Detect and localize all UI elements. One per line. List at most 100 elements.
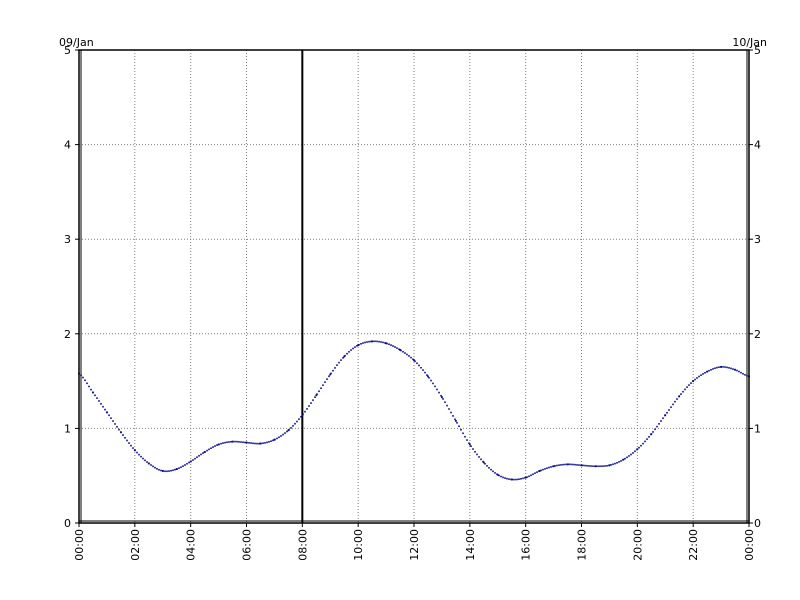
series-point <box>186 462 188 465</box>
series-point <box>234 440 236 443</box>
series-point <box>292 425 294 427</box>
series-point <box>318 390 320 393</box>
series-point <box>364 341 366 344</box>
series-point <box>304 410 306 413</box>
series-point <box>286 430 288 433</box>
series-point <box>598 465 600 468</box>
series-point <box>642 442 644 445</box>
series-point <box>722 366 724 368</box>
series-point <box>182 465 184 467</box>
series-point <box>520 478 522 480</box>
series-point <box>472 448 474 450</box>
series-point <box>542 468 544 471</box>
series-point <box>388 343 390 346</box>
series-point <box>152 465 154 468</box>
series-point <box>180 466 182 469</box>
series-point <box>498 474 500 477</box>
series-point <box>732 368 734 370</box>
series-point <box>742 372 744 375</box>
series-point <box>450 411 452 414</box>
x-tick-label: 18:00 <box>576 529 589 561</box>
series-point <box>506 477 508 480</box>
series-point <box>396 347 398 349</box>
series-point <box>202 452 204 454</box>
series-point <box>290 427 292 429</box>
x-tick-label: 22:00 <box>687 529 700 561</box>
data-point <box>468 443 471 446</box>
series-point <box>398 348 400 351</box>
series-point <box>630 453 632 456</box>
series-point <box>470 445 472 448</box>
series-point <box>658 423 660 425</box>
y-tick-label-right: 2 <box>754 328 761 341</box>
series-point <box>262 442 264 445</box>
series-point <box>644 440 646 443</box>
series-point <box>158 468 160 471</box>
series-point <box>570 463 572 466</box>
series-point <box>194 457 196 460</box>
series-point <box>222 442 224 444</box>
series-point <box>638 446 640 449</box>
series-point <box>478 456 480 458</box>
x-tick-label: 00:00 <box>743 529 756 561</box>
series-point <box>252 442 254 445</box>
series-point <box>168 470 170 472</box>
series-point <box>126 439 128 442</box>
y-axis-left-ticks: 0 1 2 3 4 5 <box>64 44 79 530</box>
series-point <box>486 465 488 467</box>
series-point <box>516 478 518 481</box>
series-point <box>122 434 124 436</box>
series-point <box>588 465 590 467</box>
y-tick-label-left: 2 <box>64 328 71 341</box>
data-point <box>538 470 541 472</box>
series-point <box>736 369 738 372</box>
series-point <box>702 373 704 375</box>
series-point <box>128 442 130 444</box>
series-point <box>574 463 576 466</box>
series-point <box>374 340 376 343</box>
series-point <box>216 444 218 446</box>
series-point <box>352 347 354 350</box>
series-point <box>308 405 310 407</box>
series-point <box>452 415 454 417</box>
series-point <box>132 447 134 449</box>
series-point <box>300 416 302 418</box>
data-point <box>454 419 457 422</box>
data-point <box>706 370 709 373</box>
series-point <box>514 478 516 481</box>
data-point <box>552 465 555 468</box>
y-tick-label-right: 0 <box>754 517 761 530</box>
series-point <box>156 468 158 470</box>
series-point <box>340 359 342 361</box>
series-point <box>528 475 530 478</box>
data-point <box>259 442 262 445</box>
series-point <box>462 432 464 435</box>
series-point <box>414 360 416 363</box>
series-point <box>576 464 578 466</box>
data-point <box>622 458 625 461</box>
series-point <box>336 364 338 367</box>
series-point <box>676 398 678 400</box>
series-point <box>402 350 404 353</box>
y-tick-label-left: 0 <box>64 517 71 530</box>
y-tick-label-left: 3 <box>64 233 71 246</box>
series-point <box>454 418 456 421</box>
series-point <box>680 393 682 395</box>
series-point <box>434 385 436 388</box>
series-point <box>468 442 470 445</box>
series-point <box>536 471 538 473</box>
series-point <box>522 477 524 480</box>
series-point <box>568 463 570 466</box>
series-point <box>378 340 380 343</box>
series-point <box>502 476 504 479</box>
data-point <box>161 470 164 472</box>
data-point <box>580 464 583 467</box>
y-tick-label-left: 4 <box>64 139 71 152</box>
series-point <box>196 456 198 459</box>
data-point <box>636 448 639 451</box>
series-point <box>616 461 618 464</box>
series-point <box>210 447 212 449</box>
series-point <box>380 341 382 343</box>
series-point <box>144 459 146 462</box>
